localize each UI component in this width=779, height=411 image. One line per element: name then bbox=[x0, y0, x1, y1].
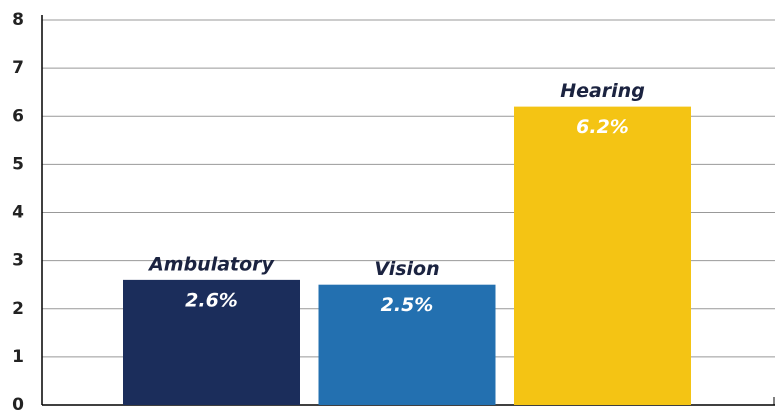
bar bbox=[318, 284, 496, 405]
category-label: Hearing bbox=[560, 80, 645, 102]
y-tick-label: 5 bbox=[12, 154, 24, 174]
y-tick-label: 2 bbox=[12, 299, 24, 319]
bar bbox=[514, 106, 691, 405]
y-tick-label: 4 bbox=[12, 203, 24, 223]
value-label: 2.5% bbox=[381, 294, 434, 316]
value-label: 6.2% bbox=[576, 116, 629, 138]
y-tick-label: 0 bbox=[12, 395, 24, 411]
y-tick-label: 7 bbox=[12, 58, 24, 78]
category-label: Ambulatory bbox=[147, 253, 275, 275]
y-tick-label: 3 bbox=[12, 251, 24, 271]
category-label: Vision bbox=[374, 258, 439, 280]
y-tick-label: 1 bbox=[12, 347, 24, 367]
y-tick-label: 8 bbox=[12, 10, 24, 30]
value-label: 2.6% bbox=[185, 289, 238, 311]
y-tick-label: 6 bbox=[12, 106, 24, 126]
bar bbox=[123, 279, 300, 405]
